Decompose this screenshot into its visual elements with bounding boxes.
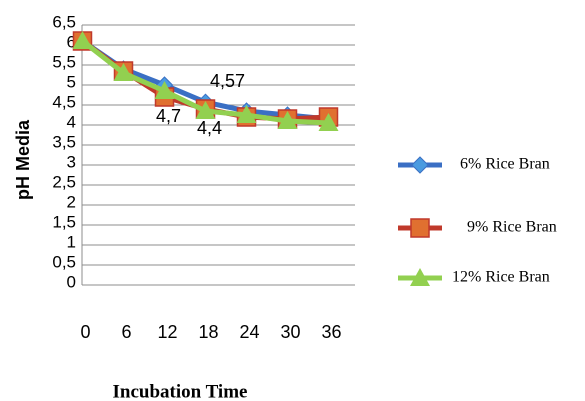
x-tick-label: 18: [198, 322, 218, 342]
y-tick-label: 6: [67, 32, 76, 51]
y-tick-label: 3,5: [52, 132, 76, 151]
y-tick-label: 4: [67, 112, 76, 131]
value-label: 4,7: [156, 106, 181, 126]
point: [154, 81, 175, 99]
legend-marker: [410, 268, 430, 286]
point: [277, 111, 298, 129]
x-tick-label: 36: [321, 322, 341, 342]
x-tick-label: 12: [157, 322, 177, 342]
x-tick-label: 6: [121, 322, 131, 342]
legend-marker: [411, 156, 429, 174]
x-axis-label: Incubation Time: [113, 381, 248, 401]
y-tick-label: 5,5: [52, 52, 76, 71]
y-axis-label: pH Media: [13, 119, 33, 200]
legend-label: 12% Rice Bran: [452, 269, 550, 286]
legend-marker: [410, 218, 430, 238]
x-tick-label: 0: [80, 322, 90, 342]
point: [195, 101, 216, 119]
legend-label: 6% Rice Bran: [460, 156, 550, 173]
y-tick-label: 5: [67, 72, 76, 91]
value-label: 4,57: [210, 71, 245, 91]
point: [318, 113, 339, 131]
y-tick-label: 3: [67, 152, 76, 171]
y-tick-label: 1,5: [52, 212, 76, 231]
x-tick-label: 24: [239, 322, 259, 342]
point: [113, 63, 134, 81]
x-tick-label: 30: [280, 322, 300, 342]
y-tick-label: 6,5: [52, 12, 76, 31]
point: [72, 31, 93, 49]
point: [236, 105, 257, 123]
y-tick-label: 2,5: [52, 172, 76, 191]
y-tick-label: 1: [67, 232, 76, 251]
y-tick-label: 0: [67, 272, 76, 291]
legend-label: 9% Rice Bran: [467, 219, 557, 236]
y-tick-label: 0,5: [52, 252, 76, 271]
value-label: 4,4: [197, 118, 222, 138]
y-tick-label: 4,5: [52, 92, 76, 111]
y-tick-label: 2: [67, 192, 76, 211]
